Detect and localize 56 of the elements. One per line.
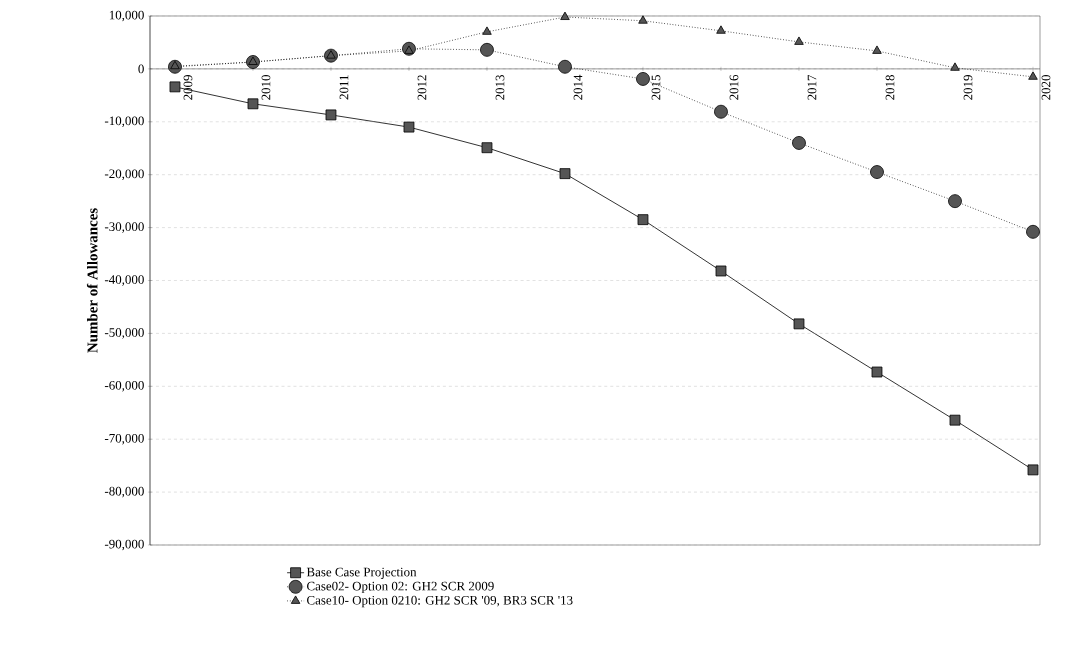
point (169, 81, 181, 93)
y-tick-label: -50,000 (104, 328, 144, 339)
point (792, 136, 806, 150)
point (325, 109, 337, 121)
point (715, 265, 727, 277)
x-tick-label: 2013 (495, 75, 505, 100)
point (638, 15, 648, 24)
x-tick-label: 2010 (261, 75, 271, 100)
x-tick-label: 2014 (573, 74, 583, 100)
y-tick-label: 0 (138, 64, 144, 74)
y-tick-label: -20,000 (104, 169, 144, 180)
x-tick-label: 2011 (339, 75, 349, 100)
x-tick-label: 2017 (807, 74, 817, 100)
y-tick-label: -30,000 (104, 222, 144, 233)
y-tick-label: -90,000 (104, 539, 144, 551)
point (560, 11, 570, 20)
point (870, 165, 884, 179)
x-tick-label: 2009 (183, 75, 193, 100)
point (950, 62, 960, 71)
point (871, 366, 883, 378)
x-tick-label: 2016 (729, 74, 739, 100)
point (403, 121, 415, 133)
point (714, 104, 728, 119)
point (480, 42, 494, 57)
x-tick-label: 2015 (651, 75, 661, 100)
x-tick-label: 2018 (885, 75, 895, 100)
point (636, 72, 650, 86)
y-tick-label: -10,000 (104, 116, 144, 128)
y-tick-label: -70,000 (104, 433, 144, 445)
point (559, 168, 571, 180)
y-axis-title: Number of Allowances (86, 208, 98, 353)
point (558, 59, 572, 74)
y-tick-label: -80,000 (104, 486, 144, 498)
point (481, 142, 493, 154)
point (1028, 71, 1038, 80)
legend-label: Case02- Option 02: GH2 SCR 2009 (307, 581, 494, 594)
point (949, 414, 961, 426)
point (637, 214, 649, 226)
y-tick-label: 10,000 (109, 10, 144, 22)
point (247, 98, 259, 110)
point (872, 45, 882, 54)
point (482, 26, 492, 35)
point (248, 56, 258, 65)
point (948, 194, 962, 209)
y-tick-label: -40,000 (104, 275, 144, 286)
point (716, 25, 726, 34)
x-tick-label: 2019 (963, 75, 973, 100)
x-tick-label: 2012 (417, 75, 427, 100)
y-tick-label: -60,000 (104, 381, 144, 392)
x-tick-label: 2020 (1041, 75, 1051, 100)
point (793, 318, 805, 330)
legend-label: Base Case Projection (306, 567, 417, 580)
point (794, 36, 804, 45)
point (1026, 224, 1040, 239)
point (1027, 464, 1039, 476)
legend-label: Case10- Option 0210: GH2 SCR '09, BR3 SCR '13 (307, 595, 573, 608)
